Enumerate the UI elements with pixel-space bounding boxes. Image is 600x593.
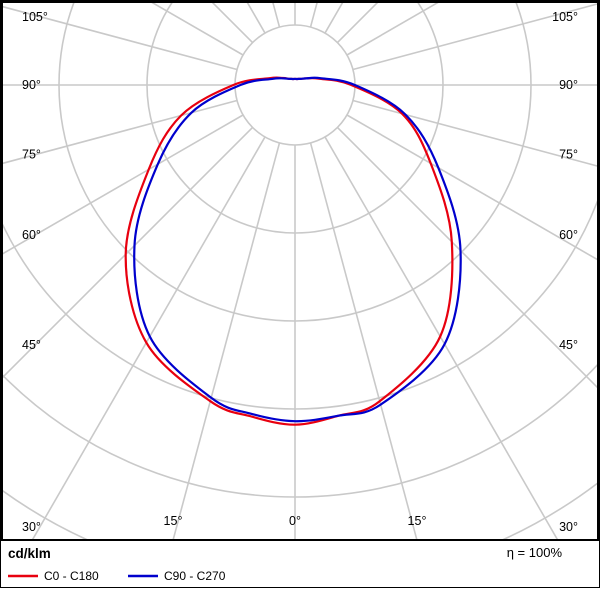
polar-grid-ray	[336, 126, 597, 389]
angle-tick-label: 60°	[22, 228, 41, 242]
angle-tick-label: 45°	[559, 338, 578, 352]
legend: C0 - C180 C90 - C270	[8, 569, 226, 583]
angle-tick-label: 90°	[559, 78, 578, 92]
polar-grid-ray	[151, 3, 244, 56]
angle-labels: 105° 90° 75° 60° 45° 30° 105° 90° 75° 60° 45° 30° 15…	[22, 10, 578, 534]
polar-grid-ray	[3, 114, 244, 255]
angle-tick-label: 15°	[164, 514, 183, 528]
polar-grid-circle	[3, 200, 597, 410]
efficiency-label: η = 100%	[507, 545, 563, 560]
polar-grid-ray	[3, 126, 254, 379]
polar-grid-ray	[309, 142, 418, 539]
angle-tick-label: 30°	[559, 520, 578, 534]
angle-tick-label: 15°	[408, 514, 427, 528]
unit-label: cd/klm	[8, 546, 51, 561]
polar-grid-circle	[234, 24, 356, 146]
polar-grid-ray	[346, 114, 597, 261]
angle-tick-label: 75°	[22, 148, 41, 162]
polar-grid-ray	[352, 99, 597, 167]
angle-tick-label: 0°	[289, 514, 301, 528]
legend-label-c0-c180: C0 - C180	[44, 569, 99, 583]
polar-grid-circle	[3, 363, 597, 498]
curve-c0-c180	[124, 76, 454, 426]
angle-tick-label: 90°	[22, 78, 41, 92]
curve-c90-c270	[133, 76, 462, 423]
angle-tick-label: 105°	[22, 10, 48, 24]
polar-grid-ray	[31, 136, 266, 539]
angle-tick-label: 75°	[559, 148, 578, 162]
legend-label-c90-c270: C90 - C270	[164, 569, 226, 583]
intensity-curves	[124, 76, 462, 426]
polar-grid-ray	[324, 136, 559, 539]
angle-tick-label: 45°	[22, 338, 41, 352]
polar-grid-ray	[172, 142, 281, 539]
angle-tick-label: 30°	[22, 520, 41, 534]
polar-grid-ray	[352, 3, 597, 71]
polar-grid-ray	[3, 99, 238, 165]
grid-border	[1, 1, 599, 541]
polar-grid-ray	[346, 3, 439, 56]
angle-tick-label: 105°	[552, 10, 578, 24]
angle-tick-label: 60°	[559, 228, 578, 242]
polar-grid-ray	[3, 5, 238, 71]
